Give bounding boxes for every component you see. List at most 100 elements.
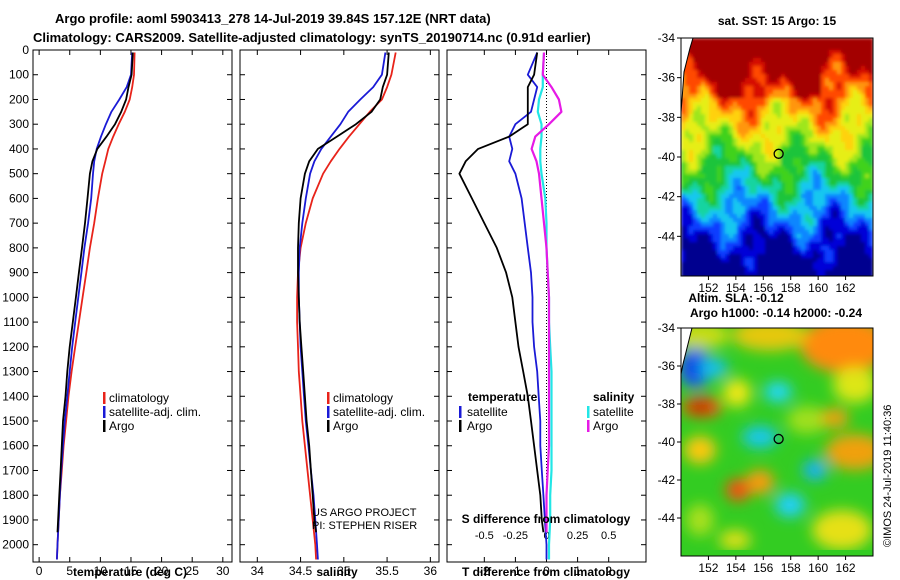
legend-swatch-s-argo (587, 420, 590, 432)
map-x-tick-label: 162 (836, 281, 856, 295)
series-line-argo (56, 52, 134, 533)
temperature-panel: 0100200300400500600700800900100011001200… (2, 43, 233, 579)
x-tick-label: 30 (216, 564, 230, 578)
t-difference-xlabel: T difference from climatology (462, 565, 630, 579)
map-y-tick-label: -44 (658, 229, 676, 243)
map-x-tick-label: 156 (753, 281, 773, 295)
x-tick-label: 5 (66, 564, 73, 578)
x-tick-label: 25 (186, 564, 200, 578)
y-tick-label: 800 (9, 241, 29, 255)
map-y-tick-label: -36 (658, 71, 676, 85)
map-y-tick-label: -42 (658, 190, 676, 204)
map-x-tick-label: 156 (753, 561, 773, 575)
y-tick-label: 700 (9, 216, 29, 230)
temperature-axes-frame (32, 49, 233, 563)
s-tick-label: 0.5 (601, 530, 616, 542)
sla-map-title: Altim. SLA: -0.12 (688, 291, 784, 305)
y-tick-label: 500 (9, 167, 29, 181)
imos-timestamp: ©IMOS 24-Jul-2019 11:40:36 (882, 405, 894, 547)
x-tick-label: -2 (479, 564, 490, 578)
legend-swatch-t-argo (459, 420, 462, 432)
x-tick-label: 0 (36, 564, 43, 578)
sst-map-panel: sat. SST: 15 Argo: 15 152 154 156 158 160 162… (658, 14, 874, 295)
map-y-tick-label: -38 (658, 397, 676, 411)
figure-title-line2: Climatology: CARS2009. Satellite-adjuste… (33, 30, 591, 45)
x-tick-label: 36 (424, 564, 438, 578)
x-tick-label: -1 (510, 564, 521, 578)
sla-map-field (681, 328, 873, 556)
legend-label-t-argo: Argo (467, 419, 493, 433)
map-x-tick-label: 160 (808, 561, 828, 575)
difference-legend: temperature satellite Argo salinity sate… (459, 390, 635, 433)
sst-map-field (681, 38, 873, 276)
x-tick-label: 15 (124, 564, 138, 578)
figure-title-line1: Argo profile: aoml 5903413_278 14-Jul-20… (55, 11, 491, 26)
map-x-tick-label: 160 (808, 281, 828, 295)
x-tick-label: 34 (251, 564, 265, 578)
legend-label-argo: Argo (109, 419, 135, 433)
x-tick-label: 0 (543, 564, 550, 578)
map-x-tick-label: 158 (781, 561, 801, 575)
legend-label-s-argo: Argo (593, 419, 619, 433)
map-y-tick-label: -38 (658, 110, 676, 124)
s-tick-label: -0.25 (503, 530, 528, 542)
legend-label-t-satellite: satellite (467, 405, 508, 419)
map-x-tick-label: 158 (781, 281, 801, 295)
y-tick-label: 1200 (2, 340, 29, 354)
s-tick-label: 0.25 (567, 530, 588, 542)
legend-label-satellite: satellite-adj. clim. (109, 405, 201, 419)
y-tick-label: 0 (22, 43, 29, 57)
map-x-tick-label: 152 (698, 281, 718, 295)
sla-map-panel: Altim. SLA: -0.12 Argo h1000: -0.14 h200… (658, 291, 874, 575)
map-y-tick-label: -42 (658, 473, 676, 487)
argo-position-marker (773, 433, 784, 445)
x-tick-label: 2 (605, 564, 612, 578)
legend-label-argo: Argo (333, 419, 359, 433)
y-tick-label: 1400 (2, 389, 29, 403)
legend-swatch-argo (103, 420, 106, 432)
legend-swatch-satellite (327, 406, 330, 418)
temperature-legend: climatology satellite-adj. clim. Argo (103, 391, 201, 433)
argo-position-marker (773, 148, 784, 159)
map-y-tick-label: -40 (658, 150, 676, 164)
temperature-xlabel: temperature (deg C) (73, 565, 187, 579)
map-x-tick-label: 154 (726, 281, 746, 295)
x-tick-label: 10 (94, 564, 108, 578)
series-line-argo (297, 52, 390, 533)
series-line-temperature-argo (458, 52, 545, 533)
map-x-tick-label: 152 (698, 561, 718, 575)
y-tick-label: 900 (9, 266, 29, 280)
map-y-tick-label: -34 (658, 321, 676, 335)
legend-label-climatology: climatology (109, 391, 169, 405)
sla-map-subtitle: Argo h1000: -0.14 h2000: -0.24 (690, 306, 862, 320)
y-tick-label: 1600 (2, 439, 29, 453)
legend-swatch-climatology (103, 392, 106, 404)
map-y-tick-label: -40 (658, 435, 676, 449)
y-tick-label: 200 (9, 92, 29, 106)
credit-line1: US ARGO PROJECT (312, 507, 417, 519)
y-tick-label: 1500 (2, 414, 29, 428)
sst-map-title: sat. SST: 15 Argo: 15 (718, 14, 837, 28)
s-difference-xlabel: S difference from climatology (462, 512, 631, 526)
salinity-legend: climatology satellite-adj. clim. Argo (327, 391, 425, 433)
legend-swatch-t-satellite (459, 406, 462, 418)
series-line-salinity-argo (530, 52, 563, 533)
y-tick-label: 1800 (2, 488, 29, 502)
map-y-tick-label: -34 (658, 31, 676, 45)
x-tick-label: 35 (337, 564, 351, 578)
y-tick-label: 2000 (2, 538, 29, 552)
legend-swatch-satellite (103, 406, 106, 418)
map-y-tick-label: -36 (658, 359, 676, 373)
legend-swatch-s-satellite (587, 406, 590, 418)
credit-line2: PI: STEPHEN RISER (312, 520, 417, 532)
legend-label-climatology: climatology (333, 391, 393, 405)
x-tick-label: 1 (574, 564, 581, 578)
legend-group-salinity: salinity (593, 390, 635, 404)
x-tick-label: 35.5 (375, 564, 399, 578)
map-x-tick-label: 154 (726, 561, 746, 575)
legend-swatch-climatology (327, 392, 330, 404)
s-tick-label: -0.5 (475, 530, 494, 542)
y-tick-label: 400 (9, 142, 29, 156)
x-tick-label: 20 (155, 564, 169, 578)
legend-label-s-satellite: satellite (593, 405, 634, 419)
